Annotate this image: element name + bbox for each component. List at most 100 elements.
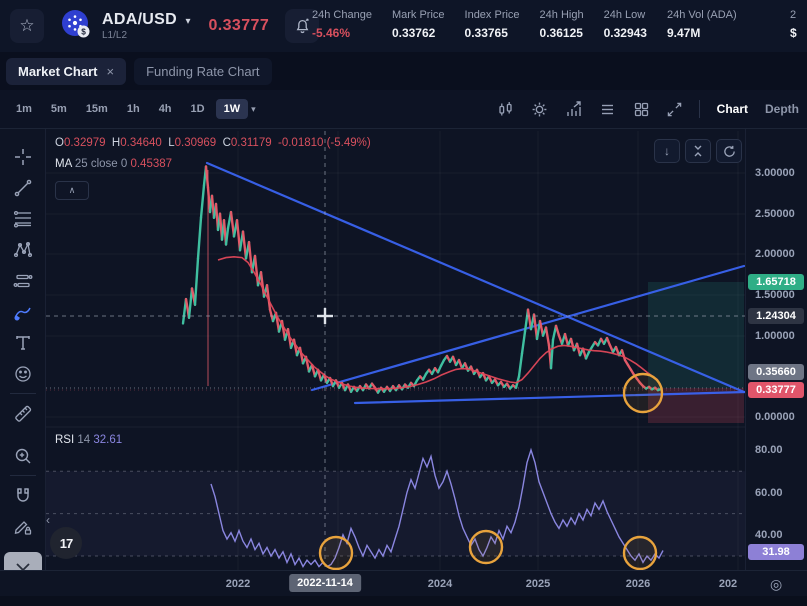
ruler-icon [14, 405, 31, 422]
star-icon: ☆ [19, 16, 35, 35]
change-value: -0.01810 (-5.49%) [278, 137, 371, 149]
alert-button[interactable] [285, 9, 320, 43]
stat-column: 24h Low 0.32943 [604, 9, 647, 40]
bell-icon [296, 18, 309, 33]
emoji-tool[interactable] [6, 358, 40, 389]
settings-gear-icon[interactable] [531, 101, 548, 118]
crosshair-tool[interactable] [6, 141, 40, 172]
view-tab-depth[interactable]: Depth [765, 102, 799, 116]
drawing-toolbar [0, 129, 46, 606]
coin-logo: $ [60, 8, 92, 45]
trendline-tool[interactable] [6, 172, 40, 203]
layout-grid-icon[interactable] [633, 101, 650, 118]
magnet-icon [16, 487, 29, 502]
timeframe-15m[interactable]: 15m [85, 103, 108, 115]
ohlc-legend: O0.32979 H0.34640 L0.30969 C0.31179 -0.0… [55, 137, 371, 149]
magnet-tool[interactable] [6, 480, 40, 511]
stat-label: Mark Price [391, 9, 445, 21]
stat-column: 24h Vol (ADA) 9.47M [667, 9, 737, 40]
ruler-tool[interactable] [6, 398, 40, 429]
divider [698, 100, 700, 118]
close-icon[interactable]: × [106, 63, 115, 79]
chart-canvas[interactable] [46, 129, 745, 570]
collapse-panes-icon [694, 145, 702, 157]
axis-tick: 0.00000 [755, 411, 795, 423]
stat-value: 0.33765 [464, 26, 508, 40]
timeframe-1h[interactable]: 1h [126, 103, 140, 115]
stat-value: -5.46% [312, 26, 351, 40]
timeframe-1m[interactable]: 1m [16, 103, 32, 115]
fib-retracement-icon [13, 210, 31, 228]
axis-tick: 1.00000 [755, 330, 795, 342]
price-badge: 31.98 [748, 544, 804, 560]
tv-logo-glyph: 17 [59, 535, 74, 551]
reset-chart-icon [723, 145, 735, 157]
pattern-tool[interactable] [6, 234, 40, 265]
time-label: 2025 [525, 578, 551, 590]
view-tab-chart[interactable]: Chart [716, 102, 748, 116]
stat-label: 24h Vol (ADA) [666, 9, 737, 21]
divider [9, 475, 36, 476]
zoom-in-icon [15, 448, 30, 463]
tab-funding-rate-chart[interactable]: Funding Rate Chart [134, 57, 272, 85]
stat-label: 24h High [539, 9, 584, 21]
timeframe-5m[interactable]: 5m [50, 103, 67, 115]
timeframe-selector: 1m 5m 15m 1h 4h 1D 1W [0, 99, 249, 119]
svg-text:$: $ [81, 27, 86, 36]
reset-chart-button[interactable] [716, 139, 742, 163]
lock-drawings-tool[interactable] [6, 511, 40, 542]
stat-column: Mark Price 0.33762 [392, 9, 445, 40]
favorite-button[interactable]: ☆ [10, 9, 44, 43]
toolbar-right: Chart Depth [497, 90, 799, 128]
stat-value: 0.36125 [539, 26, 583, 40]
price-axis[interactable]: 3.00000 2.50000 2.00000 1.50000 1.00000 0.000… [745, 129, 807, 570]
axis-tick: 1.50000 [755, 289, 795, 301]
brush-tool[interactable] [6, 296, 40, 327]
zoom-in-tool[interactable] [6, 440, 40, 471]
fib-retracement-tool[interactable] [6, 203, 40, 234]
crosshair-date-badge: 2022-11-14 [289, 574, 361, 592]
fullscreen-icon[interactable] [667, 102, 682, 117]
text-tool[interactable] [6, 327, 40, 358]
pair-selector[interactable]: ADA/USD ▾ L1/L2 [102, 11, 190, 42]
time-axis[interactable]: ◎ 2022 2022-11-14 2024 2025 2026 202 [0, 570, 807, 596]
timeframe-4h[interactable]: 4h [158, 103, 172, 115]
collapse-legend-button[interactable]: ∧ [55, 181, 89, 200]
tab-market-chart[interactable]: Market Chart × [6, 57, 127, 85]
timezone-icon[interactable]: ◎ [770, 576, 783, 592]
time-label: 2022 [225, 578, 251, 590]
position-tool[interactable] [6, 265, 40, 296]
stat-column: 24h High 0.36125 [540, 9, 584, 40]
display-options-icon[interactable] [599, 101, 616, 118]
time-label: 2026 [625, 578, 651, 590]
stat-column: 24h Change -5.46% [312, 9, 372, 40]
stat-column-truncated: 2 $ [790, 9, 797, 40]
price-badge: 0.33777 [748, 382, 804, 398]
text-tool-icon [15, 335, 30, 350]
collapse-panes-button[interactable] [685, 139, 711, 163]
stat-value: 0.33762 [391, 26, 436, 40]
compare-icon[interactable] [497, 101, 514, 118]
price-badge: 1.24304 [748, 308, 804, 324]
download-icon: ↓ [664, 144, 670, 158]
panel-handle[interactable]: ‹ [46, 513, 50, 527]
timeframe-1D[interactable]: 1D [190, 103, 205, 115]
chevron-left-icon: ‹ [46, 513, 50, 527]
indicators-icon[interactable] [565, 100, 582, 118]
brush-icon [14, 307, 31, 321]
timeframe-1W[interactable]: 1W [215, 99, 249, 119]
stat-value: 0.32943 [603, 26, 647, 40]
chart-toolbar: 1m 5m 15m 1h 4h 1D 1W ▾ [0, 90, 807, 129]
axis-tick: 40.00 [755, 529, 783, 541]
divider [9, 393, 36, 394]
top-bar: ☆ $ ADA/USD ▾ L1/L2 0.33777 [0, 0, 807, 52]
price-badge: 0.35660 [748, 364, 804, 380]
download-button[interactable]: ↓ [654, 139, 680, 163]
axis-tick: 60.00 [755, 487, 783, 499]
tradingview-logo[interactable]: 17 [50, 527, 82, 559]
lock-drawings-icon [14, 520, 31, 535]
timeframe-caret-icon[interactable]: ▾ [251, 103, 256, 114]
emoji-icon [14, 365, 31, 382]
price-badge: 1.65718 [748, 274, 804, 290]
